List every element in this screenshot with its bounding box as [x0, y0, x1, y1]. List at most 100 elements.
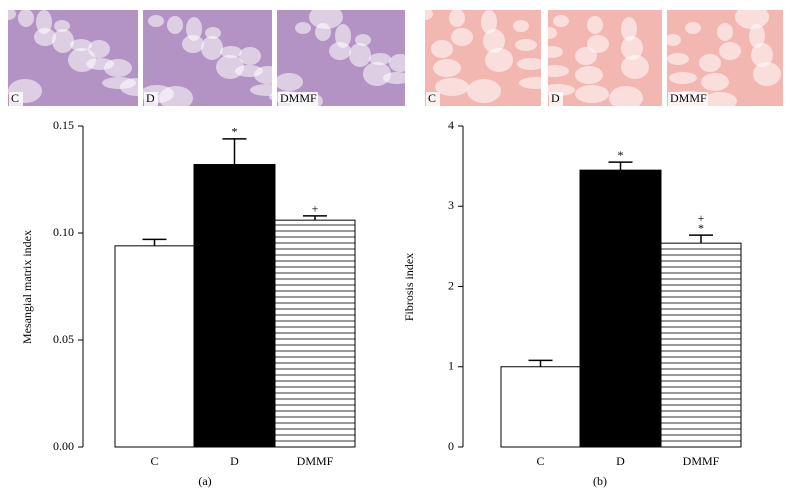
tissue-blob — [703, 92, 737, 110]
image-label-bg — [278, 92, 318, 106]
tissue-blob — [621, 17, 637, 41]
tissue-blob — [18, 9, 34, 27]
tissue-blob — [70, 39, 92, 51]
tissue-blob — [309, 5, 343, 29]
tissue-blob — [735, 5, 769, 29]
bar — [193, 164, 276, 448]
tissue-blob — [587, 16, 603, 34]
tissue-blob — [541, 46, 563, 58]
error-bar — [689, 234, 713, 244]
tissue-blob — [485, 48, 513, 72]
image-label: D — [551, 91, 560, 105]
tissue-blob — [239, 47, 261, 65]
y-tick-label: 2 — [448, 278, 454, 292]
tissue-blob — [753, 62, 781, 86]
tissue-blob — [587, 35, 609, 53]
tissue-blob — [541, 65, 569, 77]
tissue-blob — [717, 23, 733, 41]
tissue-blob — [541, 27, 557, 39]
tissue-blob — [701, 73, 729, 91]
tissue-blob — [34, 28, 56, 46]
tissue-blob — [0, 8, 16, 20]
tissue-blob — [201, 36, 223, 60]
tissue-blob — [553, 15, 569, 27]
tissue-blob — [148, 15, 164, 27]
image-label-bg — [668, 92, 708, 106]
image-label: D — [146, 91, 155, 105]
tissue-blob — [665, 34, 681, 46]
bar — [274, 219, 356, 448]
panel-caption: (a) — [198, 474, 211, 488]
y-tick-label: 0.05 — [53, 332, 74, 346]
tissue-blob — [36, 10, 52, 34]
significance-mark: * — [618, 148, 624, 162]
tissue-blob — [389, 54, 411, 72]
bar — [660, 242, 742, 448]
bar — [579, 169, 662, 448]
tissue-blob — [575, 66, 603, 84]
image-label-bg — [9, 92, 23, 106]
error-bar — [222, 138, 247, 165]
significance-mark: * — [232, 125, 238, 139]
tissue-blob — [295, 22, 311, 34]
y-tick-label: 0.00 — [53, 439, 74, 453]
panel-caption: (b) — [593, 474, 607, 488]
tissue-blob — [355, 34, 371, 46]
tissue-blob — [349, 43, 371, 67]
tissue-blob — [719, 42, 741, 60]
x-tick-label: C — [536, 454, 544, 468]
error-bar — [142, 238, 167, 246]
y-tick-label: 1 — [448, 359, 454, 373]
image-label-bg — [144, 92, 158, 106]
x-tick-label: D — [230, 454, 239, 468]
y-axis-label: Fibrosis index — [402, 253, 416, 321]
error-bar — [528, 359, 553, 367]
image-label-bg — [549, 92, 563, 106]
x-tick-label: D — [616, 454, 625, 468]
tissue-blob — [186, 17, 202, 41]
tissue-blob — [220, 46, 242, 58]
tissue-blob — [435, 78, 469, 96]
y-tick-label: 0.10 — [53, 225, 74, 239]
tissue-blob — [699, 54, 721, 72]
image-label: DMMF — [670, 91, 707, 105]
tissue-blob — [519, 77, 553, 89]
image-label-bg — [426, 92, 440, 106]
x-tick-label: DMMF — [683, 454, 720, 468]
tissue-blob — [52, 29, 74, 53]
tissue-blob — [467, 79, 501, 103]
tissue-blob — [481, 10, 497, 34]
tissue-blob — [167, 16, 183, 34]
image-label: C — [11, 91, 19, 105]
tissue-blob — [159, 86, 193, 110]
tissue-blob — [383, 72, 411, 84]
tissue-blob — [182, 35, 204, 53]
tissue-blob — [621, 55, 649, 79]
error-bar — [303, 215, 327, 221]
significance-mark: + — [312, 202, 319, 216]
significance-mark: * — [698, 221, 704, 235]
tissue-blob — [621, 36, 643, 60]
tissue-blob — [667, 53, 689, 65]
tissue-blob — [451, 28, 473, 46]
tissue-blob — [205, 27, 221, 39]
image-label: DMMF — [280, 91, 317, 105]
tissue-blob — [335, 24, 351, 48]
tissue-blob — [275, 73, 303, 91]
tissue-blob — [751, 43, 773, 67]
tissue-blob — [483, 29, 505, 53]
significance-mark: + — [698, 211, 705, 225]
error-bar — [608, 161, 633, 171]
tissue-blob — [417, 8, 433, 20]
tissue-blob — [254, 66, 282, 84]
y-tick-label: 0 — [448, 439, 454, 453]
tissue-blob — [609, 86, 643, 110]
tissue-blob — [517, 58, 545, 70]
bar — [114, 245, 195, 448]
tissue-blob — [104, 59, 132, 77]
tissue-blob — [54, 20, 70, 32]
x-tick-label: DMMF — [297, 454, 334, 468]
x-tick-label: C — [150, 454, 158, 468]
tissue-blob — [575, 85, 609, 103]
